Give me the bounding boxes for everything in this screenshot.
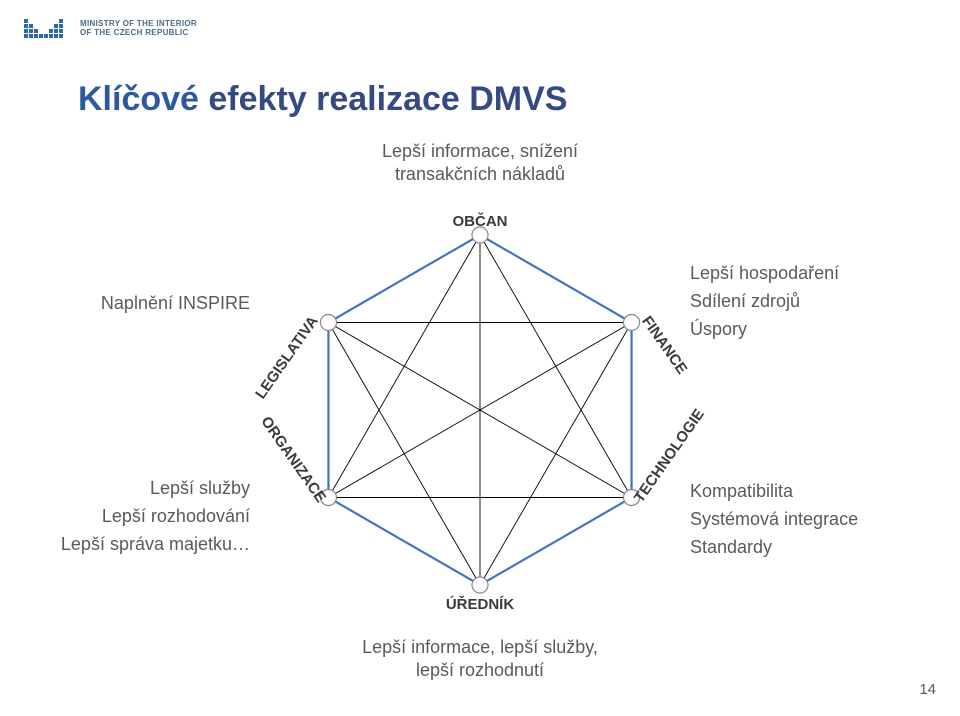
slide-page: MINISTRY OF THE INTERIOR OF THE CZECH RE… — [0, 0, 960, 716]
vertex-label-bottom: ÚŘEDNÍK — [435, 596, 525, 613]
subtitle-bottom: Lepší informace, lepší služby, lepší roz… — [0, 636, 960, 681]
vertex-label-top-right: FINANCE — [638, 313, 690, 377]
vertex-label-bottom-left: ORGANIZACE — [257, 413, 329, 505]
vertex-label-top-left: LEGISLATIVA — [252, 313, 322, 402]
vertex-label-bottom-right: TECHNOLOGIE — [631, 406, 708, 506]
page-number: 14 — [919, 681, 936, 698]
subtitle-bottom-line2: lepší rozhodnutí — [0, 659, 960, 682]
subtitle-bottom-line1: Lepší informace, lepší služby, — [0, 636, 960, 659]
